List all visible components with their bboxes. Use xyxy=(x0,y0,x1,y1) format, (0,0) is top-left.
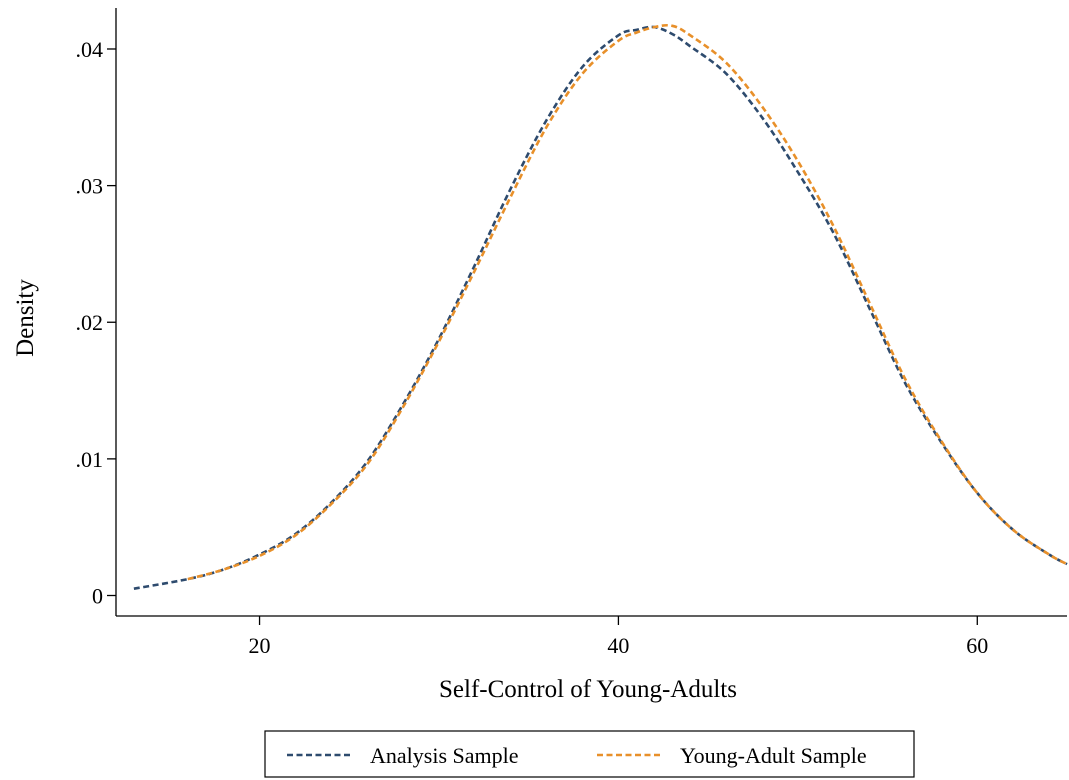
y-tick-label: .04 xyxy=(76,37,104,62)
series-layer xyxy=(133,23,1068,590)
x-axis-ticks: 20 40 60 xyxy=(249,616,988,658)
y-tick-label: .01 xyxy=(76,447,104,472)
x-tick-label: 40 xyxy=(607,633,629,658)
y-axis-title: Density xyxy=(12,279,39,357)
legend-label-young-adult-sample: Young-Adult Sample xyxy=(680,743,867,768)
x-tick-label: 60 xyxy=(966,633,988,658)
y-axis-ticks: 0 .01 .02 .03 .04 xyxy=(76,37,116,609)
legend-box xyxy=(264,730,915,778)
legend: Analysis Sample Young-Adult Sample xyxy=(264,730,915,778)
x-tick-label: 20 xyxy=(249,633,271,658)
y-tick-label: .02 xyxy=(76,310,104,335)
series-line-young-adult-sample xyxy=(187,23,1068,581)
plot-area: 0 .01 .02 .03 .04 20 40 60 xyxy=(76,8,1068,658)
y-tick-label: .03 xyxy=(76,174,104,199)
legend-label-analysis-sample: Analysis Sample xyxy=(370,743,519,768)
series-line-analysis-sample xyxy=(133,25,1068,590)
x-axis-title: Self-Control of Young-Adults xyxy=(439,676,737,703)
y-tick-label: 0 xyxy=(92,584,103,609)
